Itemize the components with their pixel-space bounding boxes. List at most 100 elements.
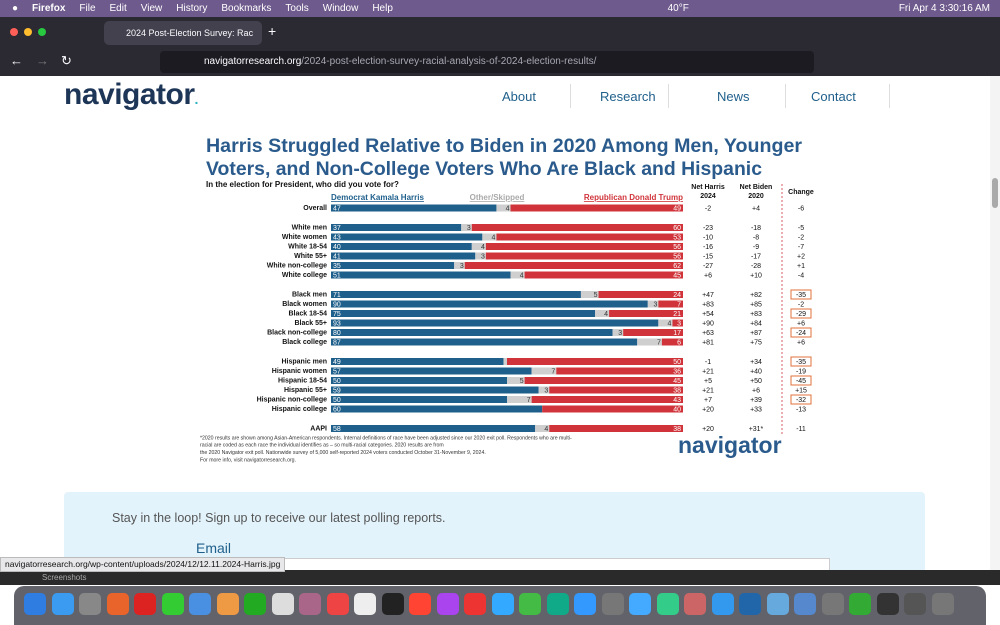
dock-icon[interactable] [24,593,46,615]
dock-icon[interactable] [491,593,514,615]
dock-icon[interactable] [106,593,129,615]
status-bar: navigatorresearch.org/wp-content/uploads… [0,557,286,572]
dock-icon[interactable] [629,593,651,615]
column-value: +4 [752,205,760,212]
nav-link[interactable]: About [502,89,536,104]
dock-icon[interactable] [519,593,541,615]
menu-item[interactable]: Help [372,3,393,14]
back-button[interactable]: ← [10,53,23,68]
value-label: 45 [673,378,681,385]
column-value: +81 [702,339,714,346]
value-label: 7 [551,368,555,375]
dock-icon[interactable] [931,593,954,615]
dock-icon[interactable] [51,593,74,615]
finder-item[interactable]: Screenshots [42,573,87,582]
scrollbar[interactable] [990,76,1000,570]
bar-segment [331,338,638,346]
value-label: 35 [333,263,341,270]
dock-icon[interactable] [711,593,734,615]
tab[interactable]: 2024 Post-Election Survey: Rac [104,21,262,45]
app-name[interactable]: Firefox [32,3,66,14]
dock-icon[interactable] [574,593,596,615]
weather[interactable]: 40°F [667,3,689,14]
dock-icon[interactable] [326,593,349,615]
nav-link[interactable]: Research [600,89,656,104]
dock-icon[interactable] [299,593,321,615]
nav-link[interactable]: Contact [811,89,856,104]
column-value: -16 [703,244,713,251]
column-value: -45 [796,378,806,385]
category-label: Hispanic non-college [257,396,328,403]
dock-icon[interactable] [684,593,706,615]
column-header: 2020 [748,193,764,200]
url-field[interactable]: navigatorresearch.org/2024-post-election… [160,51,814,73]
new-tab[interactable]: + [268,23,277,39]
dock-icon[interactable] [849,593,871,615]
menu-item[interactable]: History [176,3,208,14]
bar-segment [482,233,497,241]
bar-segment [331,319,659,327]
dock-icon[interactable] [601,593,624,615]
column-value: +21 [702,387,714,394]
value-label: 4 [492,234,496,241]
close-window[interactable] [10,28,18,36]
dock-icon[interactable] [189,593,211,615]
dock-icon[interactable] [409,593,431,615]
value-label: 4 [481,244,485,251]
column-value: -32 [796,397,806,404]
bar-segment [672,319,683,327]
highlight-box [790,327,812,338]
footnote: For more info, visit navigatorresearch.o… [200,457,296,463]
value-label: 43 [673,397,681,404]
menu-item[interactable]: File [79,3,96,14]
dock-icon[interactable] [216,593,239,615]
dock-icon[interactable] [244,593,266,615]
dock-icon[interactable] [464,593,486,615]
chart-subtitle: In the election for President, who did y… [206,180,399,189]
column-value: -15 [703,253,713,260]
menu-bar: ● Firefox File Edit View History Bookmarks To… [0,0,1000,17]
apple-icon[interactable]: ● [12,3,19,14]
menu-item[interactable]: Tools [285,3,309,14]
dock-icon[interactable] [821,593,844,615]
menu-item[interactable]: Edit [109,3,127,14]
bar-segment [496,233,683,241]
scroll-thumb[interactable] [992,178,998,208]
bar-segment [475,252,486,260]
dock-icon[interactable] [546,593,569,615]
clock[interactable]: Fri Apr 4 3:30:16 AM [898,3,990,14]
dock-icon[interactable] [354,593,376,615]
highlight-box [790,375,812,386]
dock-icon[interactable] [134,593,156,615]
site-logo[interactable]: navigator. [64,78,198,112]
dock-icon[interactable] [436,593,459,615]
column-value: +21 [702,368,714,375]
dock-icon[interactable] [79,593,101,615]
dock-icon[interactable] [656,593,679,615]
menu-item[interactable]: Bookmarks [221,3,272,14]
menu-item[interactable]: Window [322,3,359,14]
dock-icon[interactable] [739,593,761,615]
dock-icon[interactable] [904,593,926,615]
dock-icon[interactable] [271,593,294,615]
value-label: 3 [618,330,622,337]
dock-icon[interactable] [381,593,404,615]
category-label: Overall [303,205,327,212]
dock-icon[interactable] [876,593,899,615]
bar-segment [331,310,595,317]
menu-item[interactable]: View [140,3,163,14]
value-label: 5 [594,292,598,299]
forward-button[interactable]: → [36,53,49,68]
category-label: Black women [282,301,327,308]
dock-icon[interactable] [794,593,816,615]
value-label: 40 [333,244,341,251]
minimize-window[interactable] [24,28,32,36]
nav-link[interactable]: News [717,89,750,104]
category-label: White 55+ [294,253,327,260]
zoom-window[interactable] [38,28,46,36]
column-value: +75 [750,339,762,346]
dock-icon[interactable] [161,593,184,615]
dock-icon[interactable] [766,593,789,615]
reload-button[interactable]: ↻ [61,53,72,68]
column-value: -2 [705,205,711,212]
